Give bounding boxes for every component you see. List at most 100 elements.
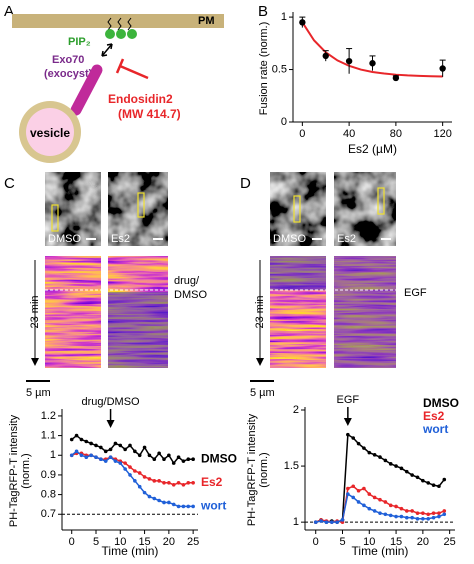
x-tick-label: 0 bbox=[69, 536, 75, 548]
data-point bbox=[137, 484, 142, 489]
data-point bbox=[191, 504, 195, 509]
data-point bbox=[383, 512, 388, 517]
panel-c-images: DMSO Es2 drug/ DMSO 23 min 5 µm bbox=[26, 172, 207, 399]
x-tick-label: 5 bbox=[339, 536, 345, 548]
x-tick-label: 25 bbox=[444, 536, 456, 548]
treatment-label: drug/ bbox=[174, 275, 200, 287]
data-point bbox=[147, 477, 152, 481]
data-point bbox=[356, 500, 361, 504]
data-point bbox=[69, 437, 74, 442]
vesicle-label: vesicle bbox=[30, 126, 70, 140]
data-point bbox=[113, 441, 118, 446]
data-point bbox=[113, 459, 118, 463]
data-point bbox=[162, 457, 166, 462]
data-point bbox=[152, 496, 157, 501]
y-axis-label: (norm.) bbox=[20, 453, 32, 488]
lipid-tails bbox=[107, 17, 132, 31]
data-point bbox=[94, 443, 98, 448]
data-point bbox=[356, 488, 361, 493]
y-axis-label: (norm.) bbox=[258, 452, 270, 487]
data-point bbox=[437, 484, 441, 489]
roi bbox=[377, 187, 385, 215]
y-tick-label: 1.5 bbox=[284, 460, 299, 472]
membrane-label: PM bbox=[198, 15, 215, 27]
kymograph-tint bbox=[270, 256, 326, 290]
kymograph-tint bbox=[108, 292, 168, 368]
data-point bbox=[362, 503, 366, 508]
data-point bbox=[351, 495, 356, 500]
data-point bbox=[171, 502, 176, 507]
data-point bbox=[394, 464, 398, 468]
panel-letter: C bbox=[4, 175, 15, 192]
data-point bbox=[372, 509, 377, 513]
data-point bbox=[399, 466, 404, 471]
y-axis-label: Fusion rate (norm.) bbox=[258, 22, 270, 116]
data-point bbox=[378, 497, 382, 502]
data-point bbox=[181, 459, 186, 463]
roi bbox=[293, 195, 301, 223]
data-point bbox=[404, 515, 409, 520]
x-axis-label: Time (min) bbox=[102, 544, 159, 558]
data-point bbox=[142, 490, 147, 495]
data-point bbox=[147, 453, 152, 458]
image-label: DMSO bbox=[48, 233, 81, 245]
x-tick-label: 20 bbox=[417, 536, 429, 548]
x-tick-label: 80 bbox=[390, 128, 402, 140]
data-point bbox=[388, 462, 393, 466]
y-tick-label: 1.1 bbox=[41, 430, 56, 442]
data-point bbox=[79, 453, 84, 458]
roi bbox=[137, 192, 145, 218]
x-tick-label: 10 bbox=[114, 536, 126, 548]
image-label: Es2 bbox=[111, 233, 130, 245]
data-point bbox=[128, 443, 132, 448]
panel-d-images: DMSO Es2 EGF 23 min 5 µm bbox=[250, 172, 427, 399]
y-tick-label: 0.5 bbox=[272, 63, 287, 75]
arrowhead bbox=[31, 358, 39, 366]
x-tick-label: 5 bbox=[93, 536, 99, 548]
pip2 bbox=[105, 29, 115, 39]
data-point bbox=[421, 511, 425, 515]
x-tick-label: 15 bbox=[138, 536, 150, 548]
annotation: drug/DMSO bbox=[82, 396, 141, 408]
protein-label: Exo70 bbox=[52, 54, 84, 66]
data-point bbox=[383, 458, 388, 463]
data-point bbox=[346, 492, 350, 496]
data-point bbox=[167, 500, 171, 505]
y-tick-label: 0.7 bbox=[41, 508, 56, 520]
data-point bbox=[367, 450, 372, 455]
data-point bbox=[89, 441, 93, 446]
kymograph bbox=[45, 256, 101, 368]
data-point bbox=[123, 467, 127, 471]
data-point bbox=[162, 500, 166, 505]
data-point bbox=[79, 437, 84, 442]
legend-label: DMSO bbox=[423, 396, 459, 410]
data-point bbox=[378, 511, 382, 515]
data-point bbox=[186, 457, 191, 462]
data-point bbox=[340, 518, 345, 522]
data-point bbox=[167, 481, 171, 485]
data-point bbox=[89, 453, 93, 458]
data-point bbox=[176, 504, 181, 509]
image-label: DMSO bbox=[273, 233, 306, 245]
data-point bbox=[431, 515, 436, 520]
data-point bbox=[346, 486, 350, 491]
data-point bbox=[133, 469, 137, 473]
data-point bbox=[74, 449, 79, 454]
data-point bbox=[128, 473, 132, 477]
data-point bbox=[74, 433, 79, 438]
data-point bbox=[431, 483, 436, 487]
x-tick-label: 15 bbox=[390, 536, 402, 548]
data-point bbox=[362, 446, 366, 450]
kymograph bbox=[108, 256, 168, 368]
data-point bbox=[191, 481, 195, 485]
data-point bbox=[123, 461, 127, 465]
diagram: PM PIP₂ Exo70 (exocyst) Endosidin2 (MW 4… bbox=[12, 14, 224, 163]
data-point bbox=[388, 503, 393, 508]
data-point bbox=[372, 453, 377, 457]
y-tick-label: 1.2 bbox=[41, 410, 56, 422]
data-point bbox=[378, 455, 382, 459]
series-line bbox=[315, 433, 445, 523]
data-point bbox=[171, 461, 176, 465]
arrowhead bbox=[343, 418, 352, 426]
